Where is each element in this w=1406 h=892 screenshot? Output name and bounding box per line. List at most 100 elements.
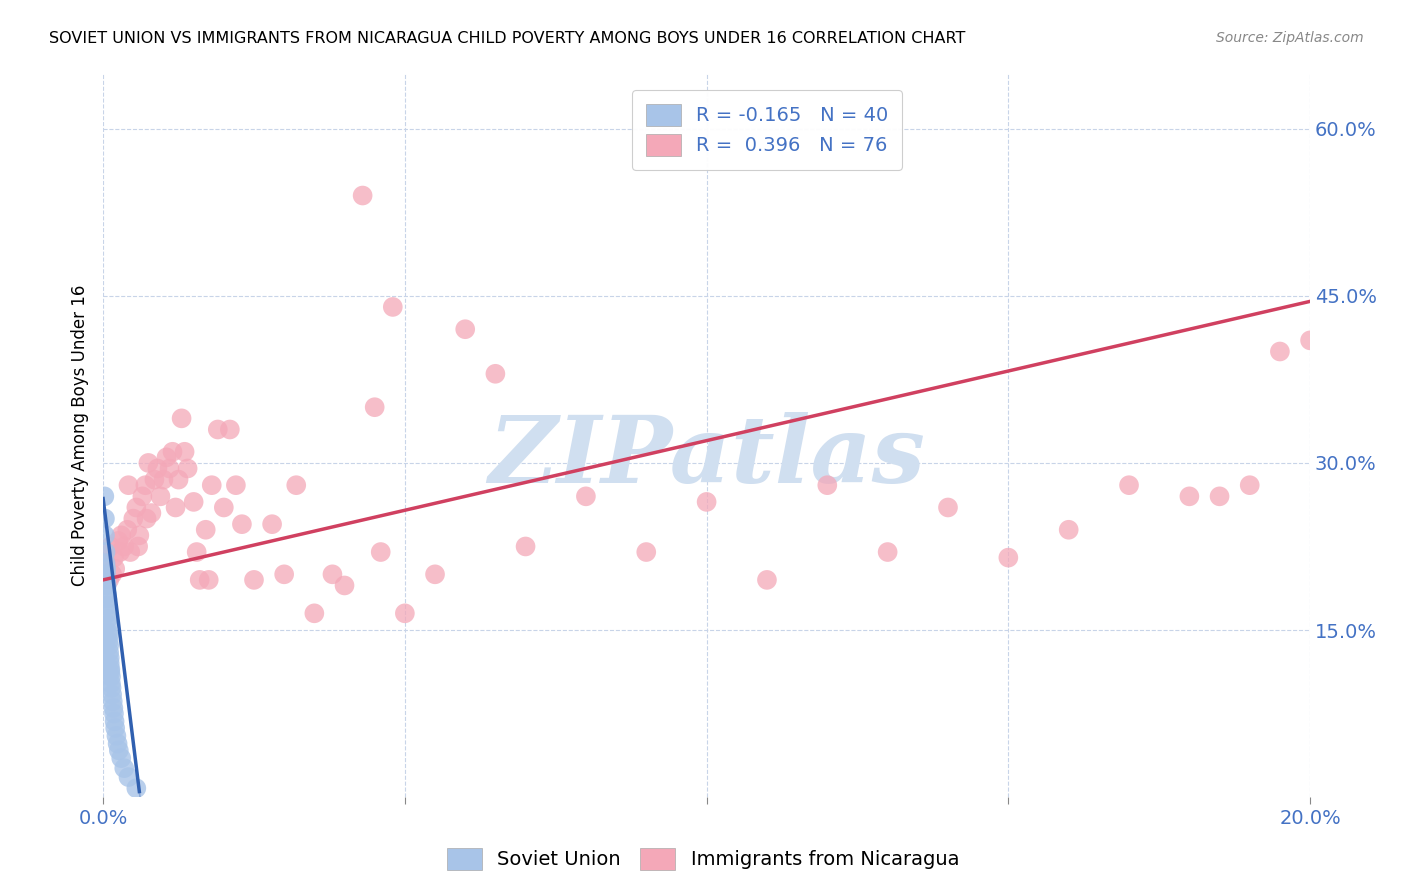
Point — [454, 322, 477, 336]
Point — [117, 523, 139, 537]
Point — [273, 567, 295, 582]
Point — [138, 456, 160, 470]
Point — [149, 489, 172, 503]
Point — [97, 612, 120, 626]
Point — [1208, 489, 1230, 503]
Y-axis label: Child Poverty Among Boys Under 16: Child Poverty Among Boys Under 16 — [72, 285, 89, 586]
Point — [107, 533, 129, 548]
Point — [94, 567, 117, 582]
Point — [370, 545, 392, 559]
Point — [936, 500, 959, 515]
Point — [108, 743, 131, 757]
Point — [120, 545, 142, 559]
Point — [194, 523, 217, 537]
Point — [94, 545, 117, 559]
Point — [1299, 334, 1322, 348]
Point — [876, 545, 898, 559]
Point — [101, 688, 124, 702]
Point — [218, 422, 240, 436]
Point — [135, 511, 157, 525]
Legend: Soviet Union, Immigrants from Nicaragua: Soviet Union, Immigrants from Nicaragua — [439, 839, 967, 878]
Point — [98, 657, 121, 671]
Point — [122, 511, 145, 525]
Point — [225, 478, 247, 492]
Point — [98, 645, 121, 659]
Point — [112, 761, 135, 775]
Point — [105, 729, 128, 743]
Point — [285, 478, 308, 492]
Point — [143, 473, 166, 487]
Point — [96, 607, 118, 621]
Point — [100, 681, 122, 695]
Point — [94, 556, 117, 570]
Point — [141, 506, 163, 520]
Point — [96, 587, 118, 601]
Point — [162, 444, 184, 458]
Point — [125, 500, 148, 515]
Point — [108, 545, 131, 559]
Point — [98, 540, 121, 554]
Point — [134, 478, 156, 492]
Point — [152, 473, 174, 487]
Point — [100, 676, 122, 690]
Point — [94, 511, 117, 525]
Point — [131, 489, 153, 503]
Point — [394, 607, 416, 621]
Point — [575, 489, 598, 503]
Point — [352, 188, 374, 202]
Point — [176, 461, 198, 475]
Point — [1118, 478, 1140, 492]
Point — [110, 528, 132, 542]
Point — [98, 573, 121, 587]
Point — [321, 567, 343, 582]
Point — [170, 411, 193, 425]
Point — [1268, 344, 1291, 359]
Point — [97, 634, 120, 648]
Point — [96, 591, 118, 606]
Point — [98, 639, 121, 653]
Point — [101, 567, 124, 582]
Point — [98, 651, 121, 665]
Point — [333, 578, 356, 592]
Point — [183, 495, 205, 509]
Point — [100, 670, 122, 684]
Point — [94, 556, 117, 570]
Point — [1239, 478, 1261, 492]
Point — [93, 489, 115, 503]
Point — [103, 550, 125, 565]
Point — [696, 495, 718, 509]
Point — [188, 573, 211, 587]
Point — [165, 500, 187, 515]
Point — [110, 751, 132, 765]
Point — [98, 662, 121, 676]
Legend: R = -0.165   N = 40, R =  0.396   N = 76: R = -0.165 N = 40, R = 0.396 N = 76 — [631, 90, 903, 169]
Point — [201, 478, 224, 492]
Point — [423, 567, 446, 582]
Point — [636, 545, 658, 559]
Point — [1057, 523, 1080, 537]
Point — [94, 573, 117, 587]
Point — [815, 478, 838, 492]
Point — [515, 540, 537, 554]
Point — [94, 562, 117, 576]
Point — [1178, 489, 1201, 503]
Text: ZIPatlas: ZIPatlas — [488, 412, 925, 502]
Point — [96, 578, 118, 592]
Point — [484, 367, 506, 381]
Point — [97, 629, 120, 643]
Point — [243, 573, 266, 587]
Point — [146, 461, 169, 475]
Point — [104, 721, 127, 735]
Text: Source: ZipAtlas.com: Source: ZipAtlas.com — [1216, 31, 1364, 45]
Point — [103, 706, 125, 721]
Point — [117, 770, 139, 784]
Point — [127, 540, 149, 554]
Point — [128, 528, 150, 542]
Point — [97, 625, 120, 640]
Point — [101, 694, 124, 708]
Point — [381, 300, 404, 314]
Point — [96, 599, 118, 613]
Point — [98, 665, 121, 680]
Point — [112, 540, 135, 554]
Point — [104, 714, 127, 729]
